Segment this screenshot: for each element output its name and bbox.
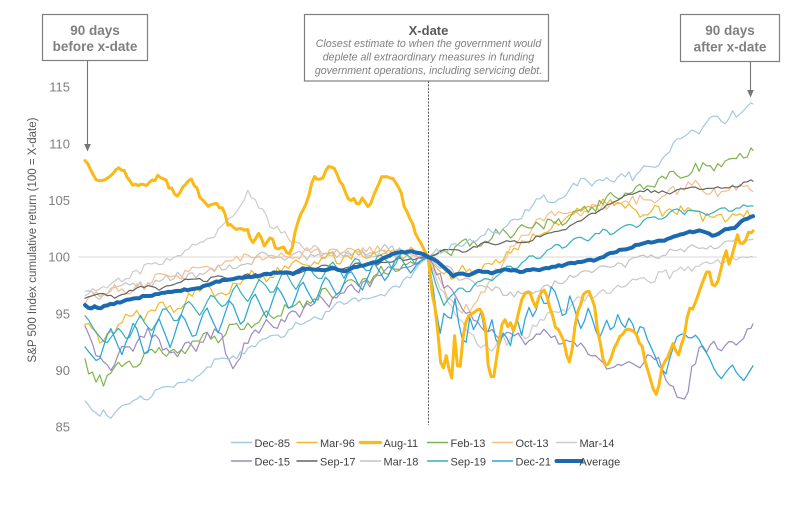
svg-text:90: 90 <box>56 363 70 378</box>
svg-text:85: 85 <box>56 420 70 435</box>
svg-text:Dec-85: Dec-85 <box>255 438 290 450</box>
svg-text:Dec-15: Dec-15 <box>255 457 290 469</box>
svg-text:Mar-96: Mar-96 <box>320 438 355 450</box>
svg-text:deplete all extraordinary meas: deplete all extraordinary measures in fu… <box>323 51 535 63</box>
svg-text:Closest estimate to when the g: Closest estimate to when the government … <box>316 38 543 50</box>
svg-text:90 days: 90 days <box>705 23 755 38</box>
svg-text:Mar-14: Mar-14 <box>580 438 615 450</box>
svg-text:115: 115 <box>49 80 70 95</box>
svg-text:110: 110 <box>49 136 70 151</box>
svg-text:95: 95 <box>56 306 70 321</box>
svg-text:government operations, includi: government operations, including servici… <box>315 65 542 77</box>
svg-text:Mar-18: Mar-18 <box>384 457 419 469</box>
svg-text:Average: Average <box>580 457 621 469</box>
svg-text:Sep-17: Sep-17 <box>320 457 355 469</box>
svg-text:105: 105 <box>48 193 70 208</box>
svg-text:Feb-13: Feb-13 <box>451 438 486 450</box>
svg-text:S&P 500 Index cumulative retur: S&P 500 Index cumulative return (100 = X… <box>27 117 39 362</box>
svg-text:Sep-19: Sep-19 <box>451 457 486 469</box>
svg-text:Dec-21: Dec-21 <box>516 457 551 469</box>
svg-text:Oct-13: Oct-13 <box>516 438 549 450</box>
svg-text:X-date: X-date <box>409 23 449 38</box>
svg-text:after x-date: after x-date <box>694 40 767 55</box>
svg-text:90 days: 90 days <box>70 23 120 38</box>
svg-text:before x-date: before x-date <box>53 39 138 54</box>
svg-text:Aug-11: Aug-11 <box>384 438 419 450</box>
svg-text:100: 100 <box>48 250 70 265</box>
